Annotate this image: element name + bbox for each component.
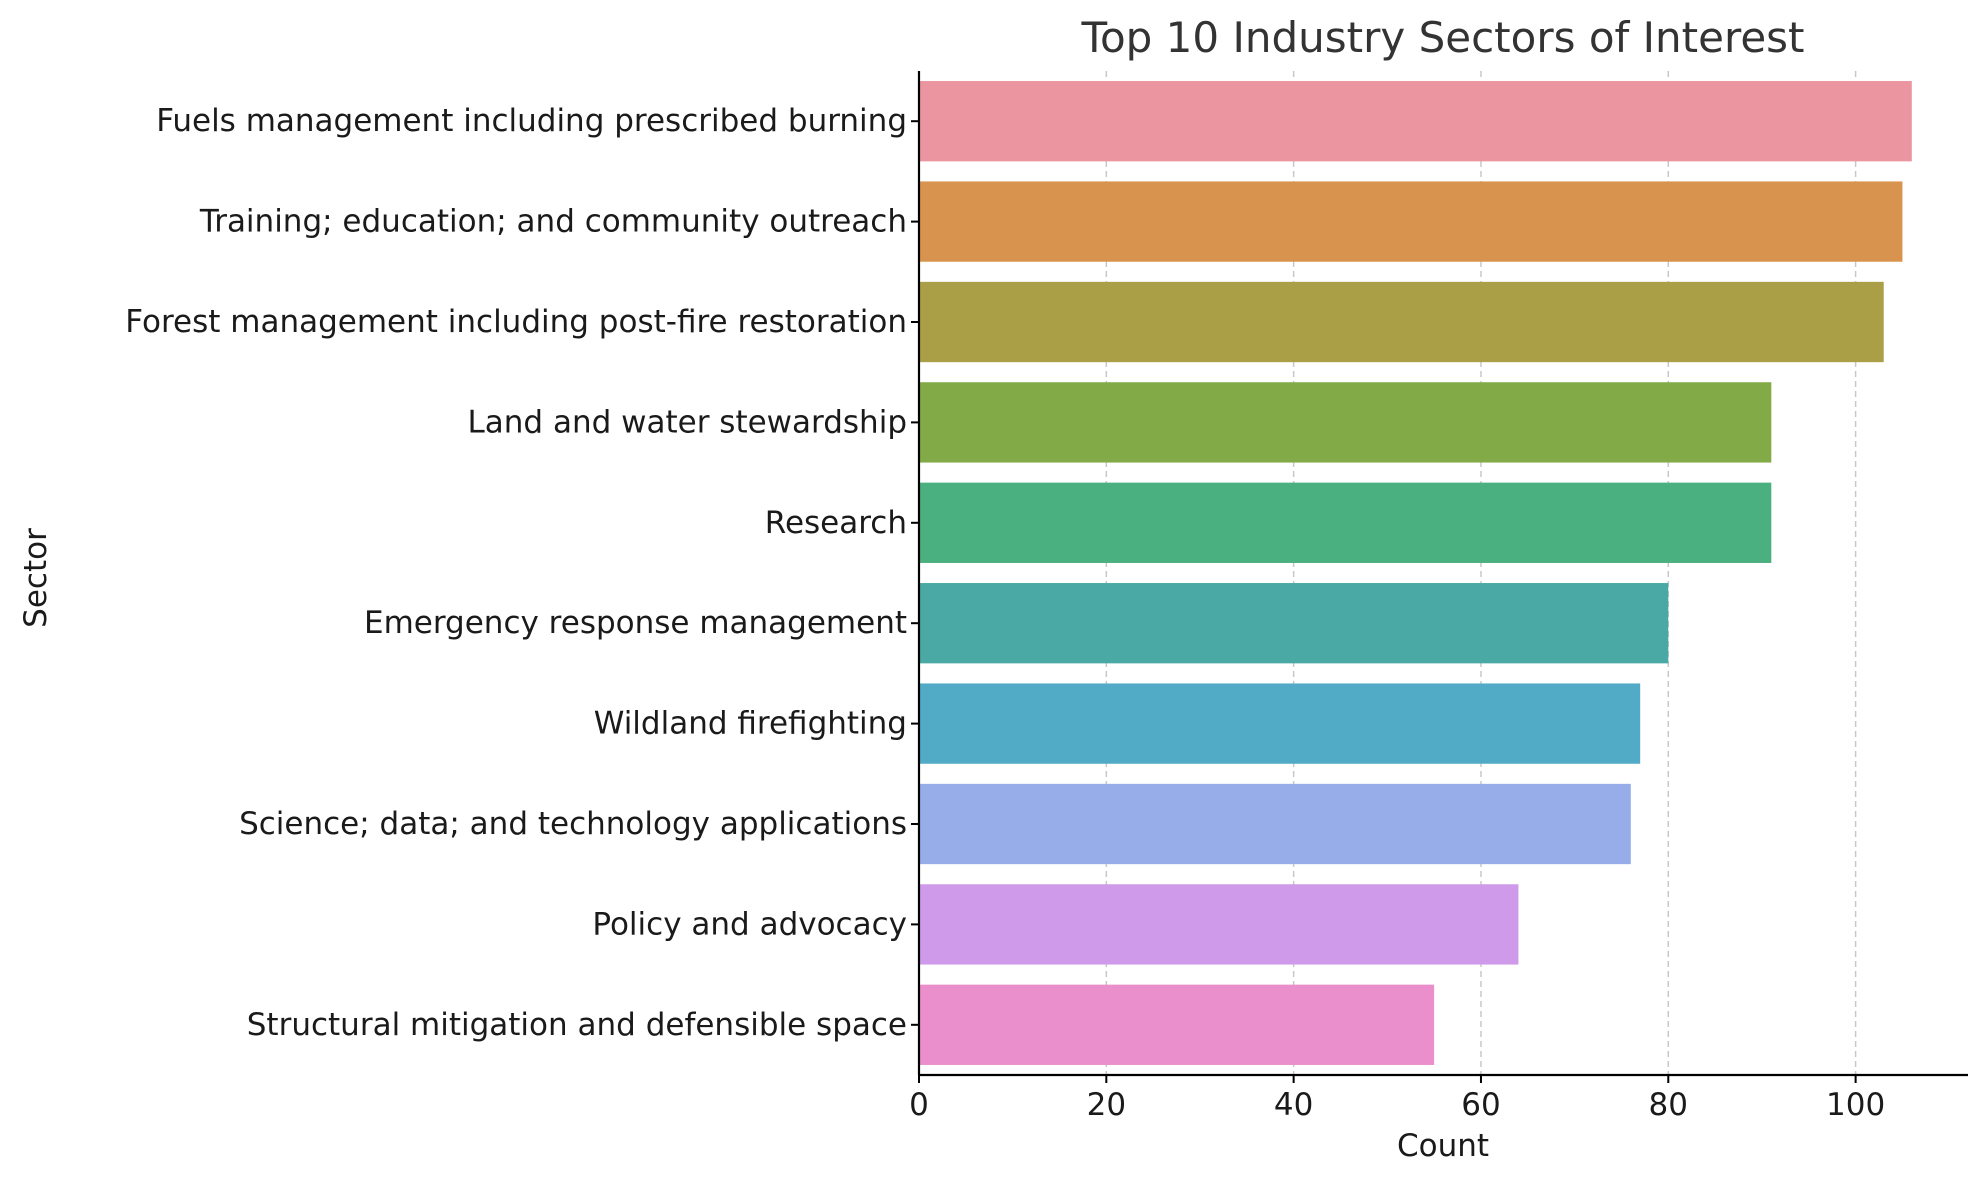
y-tick-label-2: Forest management including post-fire re… (125, 304, 907, 340)
y-axis-ticks: Fuels management including prescribed bu… (125, 103, 919, 1043)
x-tick-label-5: 100 (1826, 1087, 1885, 1123)
x-axis-ticks: 0 20 40 60 80 100 (909, 1075, 1885, 1123)
bar-9 (919, 984, 1435, 1065)
x-tick-label-4: 80 (1649, 1087, 1688, 1123)
y-tick-label-0: Fuels management including prescribed bu… (156, 103, 907, 139)
chart-title: Top 10 Industry Sectors of Interest (1080, 13, 1804, 62)
bar-2 (919, 281, 1884, 363)
x-tick-label-2: 40 (1274, 1087, 1313, 1123)
y-tick-label-8: Policy and advocacy (592, 906, 907, 942)
bar-5 (919, 583, 1669, 664)
y-tick-label-7: Science; data; and technology applicatio… (239, 806, 907, 842)
x-tick-label-3: 60 (1461, 1087, 1500, 1123)
y-axis-label: Sector (18, 528, 54, 628)
x-tick-label-1: 20 (1087, 1087, 1126, 1123)
x-gridlines (1105, 71, 1857, 1075)
y-tick-label-3: Land and water stewardship (468, 404, 908, 440)
bar-0 (919, 81, 1912, 162)
y-tick-label-4: Research (765, 505, 907, 541)
bar-3 (919, 382, 1772, 463)
y-tick-label-5: Emergency response management (364, 605, 907, 641)
y-tick-label-1: Training; education; and community outre… (199, 204, 907, 240)
bar-1 (919, 181, 1903, 262)
bar-4 (919, 482, 1772, 563)
y-tick-label-6: Wildland firefighting (594, 706, 907, 742)
bar-7 (919, 783, 1631, 865)
bars (919, 81, 1912, 1065)
y-tick-label-9: Structural mitigation and defensible spa… (247, 1007, 907, 1043)
x-axis-label: Count (1397, 1128, 1489, 1164)
x-tick-label-0: 0 (909, 1087, 929, 1123)
bar-8 (919, 884, 1519, 965)
bar-6 (919, 683, 1641, 764)
